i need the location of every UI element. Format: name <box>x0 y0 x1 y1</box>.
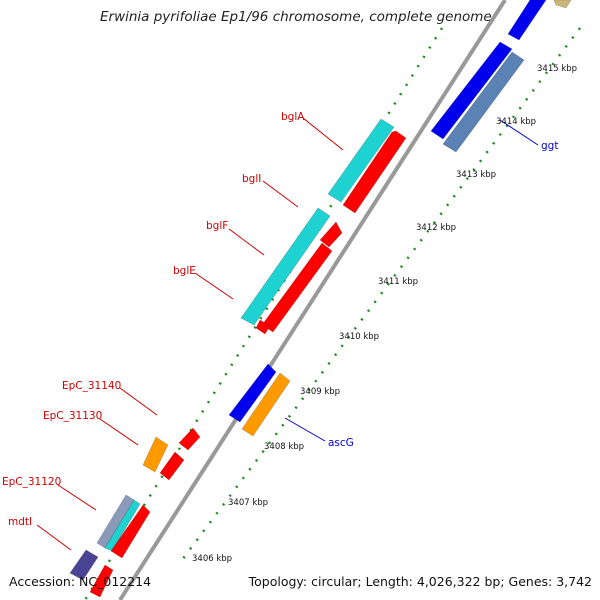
gene-mdtI-red[interactable] <box>89 564 114 598</box>
leader-ggt <box>499 119 539 146</box>
gene-EpC_31130-b[interactable] <box>159 451 185 481</box>
tick-label-3414: 3414 kbp <box>496 117 536 127</box>
gene-label-mdtI[interactable]: mdtI <box>8 516 32 528</box>
gene-label-bglA[interactable]: bglA <box>281 111 305 123</box>
leader-bglE <box>194 272 234 300</box>
gene-label-bglI[interactable]: bglI <box>242 173 261 185</box>
label-leaders <box>36 117 539 551</box>
inner-dotted-track <box>180 27 582 561</box>
leader-bglF <box>228 228 265 256</box>
tick-label-3406: 3406 kbp <box>192 554 232 564</box>
accession-value: NC_012214 <box>79 574 152 589</box>
leader-EpC_31120 <box>57 484 97 511</box>
leader-mdtI <box>36 524 72 551</box>
gene-ggt[interactable] <box>442 51 525 153</box>
leader-bglA <box>302 117 344 151</box>
tick-label-3409: 3409 kbp <box>300 387 340 397</box>
accession-label: Accession: <box>9 574 76 589</box>
map-title: Erwinia pyrifoliae Ep1/96 chromosome, co… <box>100 9 492 25</box>
chromosome-backbone <box>118 0 507 600</box>
gene-EpC_31120-red[interactable] <box>110 504 151 559</box>
gene-ascG[interactable] <box>241 372 291 437</box>
gene-label-EpC_31120[interactable]: EpC_31120 <box>2 476 61 488</box>
gene-label-bglE[interactable]: bglE <box>173 265 196 277</box>
leader-EpC_31140 <box>119 387 158 416</box>
gene-olive-top[interactable] <box>553 0 572 9</box>
tick-label-3413: 3413 kbp <box>456 170 496 180</box>
gene-bglA[interactable] <box>327 118 395 203</box>
tick-label-3408: 3408 kbp <box>264 442 304 452</box>
gene-label-ggt[interactable]: ggt <box>541 140 558 152</box>
tick-label-3415: 3415 kbp <box>537 64 577 74</box>
gene-blue-mid[interactable] <box>430 41 513 140</box>
tick-labels: 3415 kbp 3414 kbp 3413 kbp 3412 kbp 3411… <box>192 64 577 564</box>
gene-mdtI[interactable] <box>69 549 99 581</box>
gene-bglE[interactable] <box>319 221 343 248</box>
gene-bglF[interactable] <box>240 207 331 326</box>
gene-EpC_31130[interactable] <box>178 427 201 451</box>
gene-bglI[interactable] <box>342 130 407 214</box>
leader-bglI <box>262 180 299 208</box>
gene-label-EpC_31140[interactable]: EpC_31140 <box>62 380 121 392</box>
gene-bglE-end[interactable] <box>255 319 271 335</box>
tick-label-3412: 3412 kbp <box>416 223 456 233</box>
gene-label-ascG[interactable]: ascG <box>328 437 354 449</box>
gene-labels: bglA bglI bglF bglE EpC_31140 EpC_31130 … <box>2 111 558 528</box>
gene-blue-low[interactable] <box>228 363 277 423</box>
gene-label-EpC_31130[interactable]: EpC_31130 <box>43 410 102 422</box>
gene-EpC_31140[interactable] <box>142 436 169 473</box>
tick-label-3411: 3411 kbp <box>378 277 418 287</box>
gene-label-bglF[interactable]: bglF <box>206 220 228 232</box>
topology-info: Topology: circular; Length: 4,026,322 bp… <box>248 574 592 589</box>
gene-blue-top[interactable] <box>507 0 547 41</box>
leader-EpC_31130 <box>99 418 139 446</box>
accession-info: Accession: NC_012214 <box>9 574 151 589</box>
outer-dotted-track <box>83 27 444 600</box>
leader-ascG <box>284 417 326 442</box>
tick-label-3407: 3407 kbp <box>228 498 268 508</box>
tick-label-3410: 3410 kbp <box>339 332 379 342</box>
gene-bglE-b[interactable] <box>261 242 333 333</box>
